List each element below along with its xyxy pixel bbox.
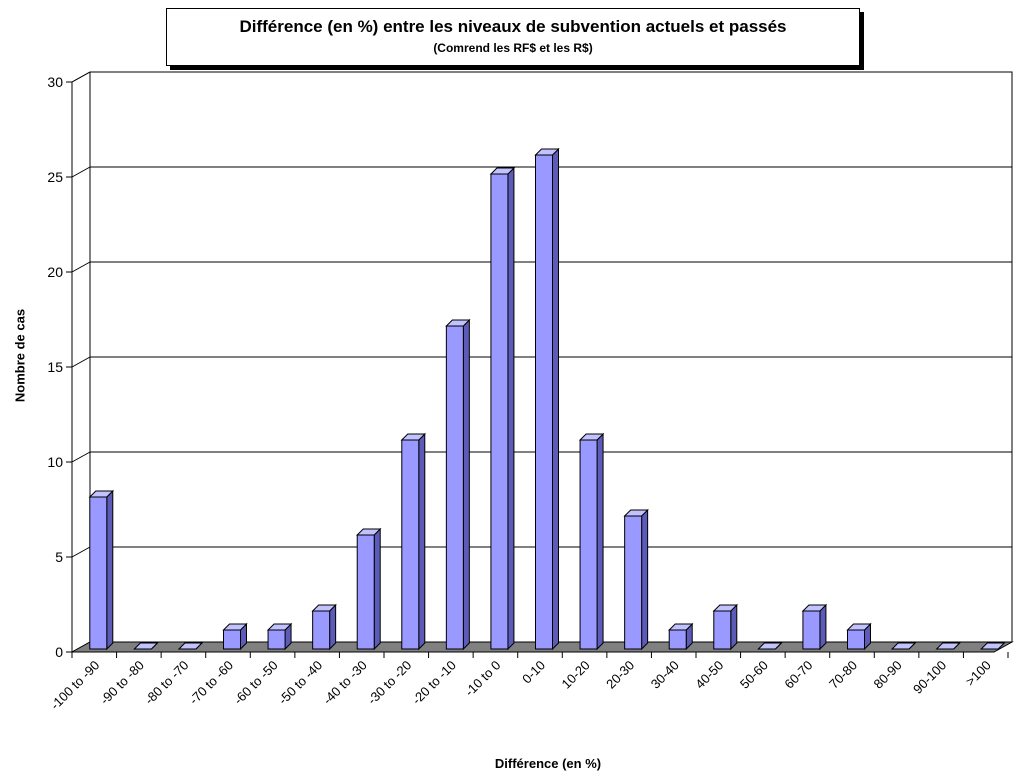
bar-side [418, 432, 426, 651]
bar-side [641, 508, 649, 651]
x-tick-label: -10 to 0 [462, 658, 504, 700]
bar-top [177, 642, 204, 650]
bar [579, 439, 598, 650]
bar-top [935, 642, 961, 650]
y-tick-label: 20 [47, 264, 63, 280]
chart-subtitle: (Comrend les RF$ et les R$) [433, 41, 593, 55]
bar [624, 515, 643, 650]
gridline-diagonal [71, 166, 91, 178]
x-tick-label: -80 to -70 [142, 658, 192, 708]
bar [535, 154, 553, 650]
bar-side [596, 432, 604, 651]
bar-top [757, 642, 783, 650]
bar [668, 629, 687, 650]
bar [802, 610, 821, 650]
gridline-diagonal [71, 451, 91, 463]
x-tick-label: 40-50 [692, 658, 726, 692]
x-tick-label: 50-60 [737, 658, 771, 692]
x-tick-label: >100 [963, 658, 994, 689]
y-tick-label: 5 [55, 549, 63, 565]
bar [445, 325, 464, 650]
x-tick-label: 0-10 [519, 658, 548, 687]
x-tick-label: -20 to -10 [409, 658, 459, 708]
bar [223, 629, 241, 650]
chart-title: Différence (en %) entre les niveaux de s… [239, 17, 787, 36]
y-tick-label: 15 [47, 359, 63, 375]
x-tick-label: -30 to -20 [364, 658, 414, 708]
bar-side [106, 489, 114, 651]
bar-side [462, 318, 470, 651]
bar [89, 496, 108, 650]
x-tick-label: 20-30 [603, 658, 637, 692]
bar-side [329, 603, 337, 651]
bar-side [819, 603, 827, 651]
bar-top [890, 642, 917, 650]
y-tick-label: 0 [55, 644, 63, 660]
bar [847, 629, 865, 650]
y-tick-label: 30 [47, 74, 63, 90]
gridline-diagonal [71, 546, 91, 558]
bar-side [730, 603, 738, 651]
y-axis-top [71, 71, 91, 83]
x-tick-label: 60-70 [781, 658, 815, 692]
bar-side [507, 166, 515, 651]
gridline-diagonal [71, 356, 91, 368]
x-tick-label: -90 to -80 [97, 658, 147, 708]
x-tick-label: -100 to -90 [47, 658, 102, 713]
bar-side [373, 527, 381, 651]
x-tick-label: 80-90 [871, 658, 905, 692]
x-tick-label: 70-80 [826, 658, 860, 692]
y-tick-label: 10 [47, 454, 63, 470]
bar [401, 439, 420, 650]
x-tick-label: 90-100 [910, 658, 949, 697]
gridline-diagonal [71, 261, 91, 273]
bar [356, 534, 375, 650]
y-axis-label: Nombre de cas [12, 308, 28, 403]
x-tick-label: -60 to -50 [231, 658, 281, 708]
bar [267, 629, 286, 650]
x-tick-label: -40 to -30 [320, 658, 370, 708]
bar-top [133, 642, 159, 650]
x-tick-label: -50 to -40 [275, 658, 325, 708]
bar [312, 610, 331, 650]
x-tick-label: 10-20 [559, 658, 593, 692]
y-tick-label: 25 [47, 169, 63, 185]
bar [490, 173, 509, 650]
x-tick-label: 30-40 [648, 658, 682, 692]
chart-title-box: Différence (en %) entre les niveaux de s… [166, 8, 860, 66]
x-tick-label: -70 to -60 [186, 658, 236, 708]
bar [713, 610, 732, 650]
x-axis-label: Différence (en %) [494, 756, 602, 771]
bar-top [980, 642, 1006, 650]
bar-side [552, 147, 559, 651]
